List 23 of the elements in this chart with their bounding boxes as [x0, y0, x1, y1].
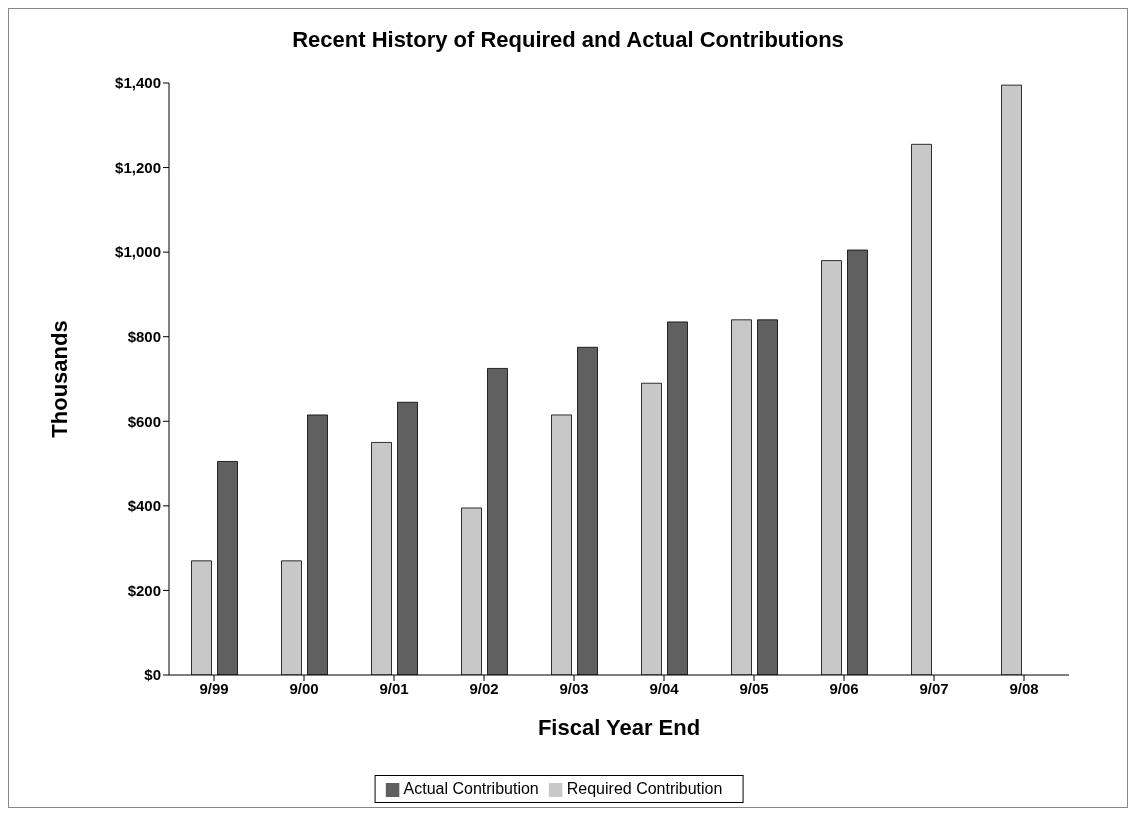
y-tick-label: $200	[127, 581, 161, 599]
x-tick-label: 9/05	[739, 679, 769, 697]
x-tick-label: 9/03	[559, 679, 589, 697]
y-tick-label: $0	[144, 666, 161, 684]
x-tick-label: 9/07	[919, 679, 949, 697]
y-tick-label: $1,400	[115, 74, 161, 92]
y-tick-label: $1,200	[115, 158, 161, 176]
legend-label: Actual Contribution	[403, 780, 539, 797]
x-tick-label: 9/06	[829, 679, 859, 697]
x-tick-label: 9/02	[469, 679, 499, 697]
y-tick-label: $1,000	[115, 243, 161, 261]
y-tick-label: $800	[127, 328, 161, 346]
x-tick-label: 9/00	[289, 679, 319, 697]
x-axis-title: Fiscal Year End	[537, 715, 701, 740]
x-tick-label: 9/04	[649, 679, 680, 697]
chart-title: Recent History of Required and Actual Contributions	[291, 26, 845, 53]
x-tick-label: 9/08	[1009, 679, 1039, 697]
y-tick-label: $400	[127, 497, 161, 515]
y-tick-label: $600	[127, 412, 161, 430]
x-tick-label: 9/01	[379, 679, 409, 697]
y-axis-title: Thousands	[46, 320, 72, 438]
legend-label: Required Contribution	[566, 780, 723, 797]
x-tick-label: 9/99	[199, 679, 229, 697]
